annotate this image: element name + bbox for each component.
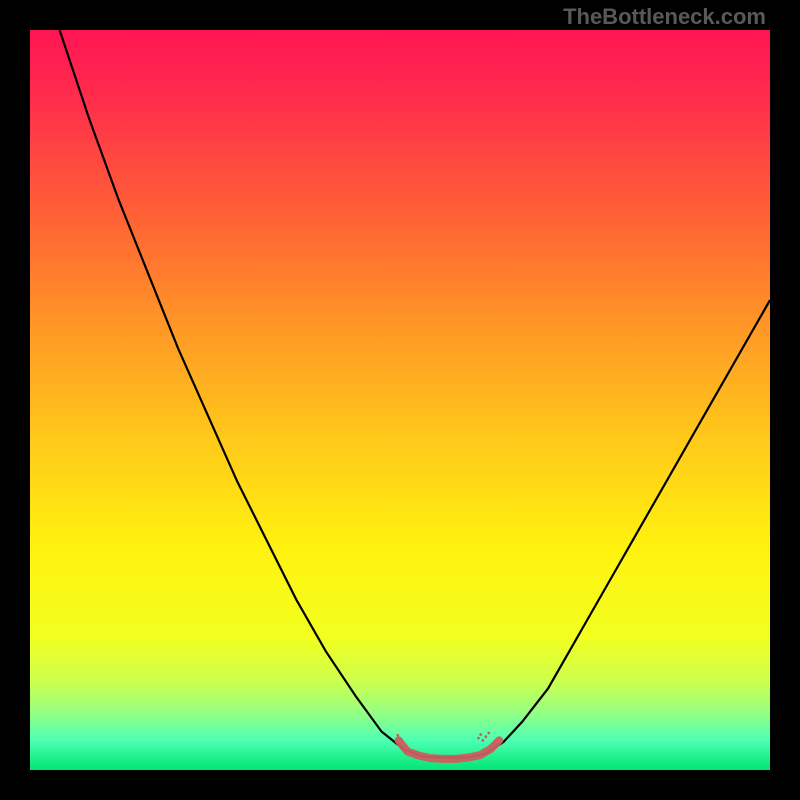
gradient-background (30, 30, 770, 770)
plot-area (30, 30, 770, 770)
watermark-text: TheBottleneck.com (563, 4, 766, 30)
chart-svg (30, 30, 770, 770)
chart-frame: TheBottleneck.com (0, 0, 800, 800)
